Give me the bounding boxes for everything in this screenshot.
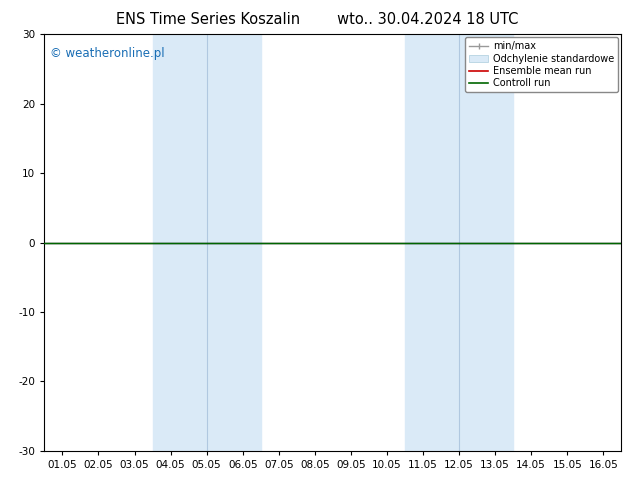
- Bar: [405, 34, 513, 451]
- Legend: min/max, Odchylenie standardowe, Ensemble mean run, Controll run: min/max, Odchylenie standardowe, Ensembl…: [465, 37, 618, 92]
- Text: ENS Time Series Koszalin        wto.. 30.04.2024 18 UTC: ENS Time Series Koszalin wto.. 30.04.202…: [116, 12, 518, 27]
- Text: © weatheronline.pl: © weatheronline.pl: [50, 47, 165, 60]
- Bar: [153, 34, 261, 451]
